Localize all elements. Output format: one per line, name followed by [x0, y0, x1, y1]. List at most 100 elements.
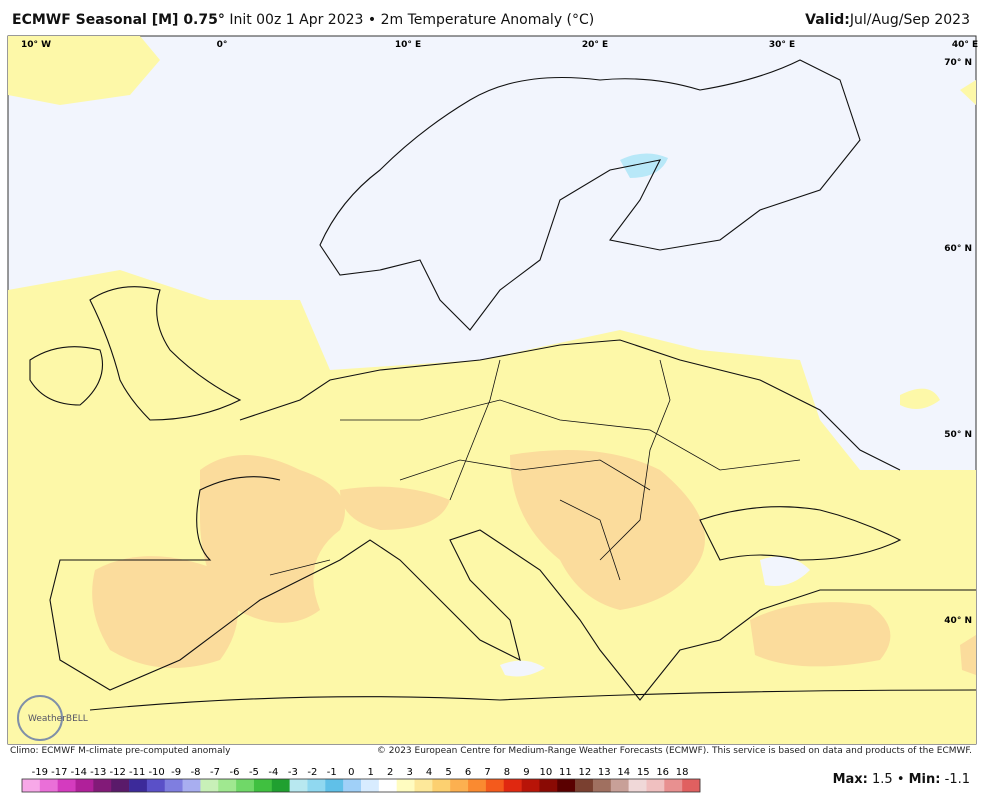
- colorbar-swatch: [468, 779, 487, 792]
- orange-area: [200, 455, 345, 623]
- logo-ring: [17, 695, 63, 741]
- lat-label: 60° N: [944, 244, 972, 254]
- stats: Max: 1.5 • Min: -1.1: [832, 772, 970, 787]
- colorbar-label: 15: [637, 767, 650, 778]
- colorbar-swatch: [539, 779, 558, 792]
- colorbar-label: 14: [617, 767, 630, 778]
- colorbar-swatch: [432, 779, 451, 792]
- title: ECMWF Seasonal [M] 0.75° Init 00z 1 Apr …: [12, 12, 594, 28]
- colorbar-swatch: [485, 779, 505, 792]
- colorbar-swatch: [343, 779, 362, 792]
- anomaly-shading: [8, 36, 976, 744]
- lon-label: 40° E: [952, 40, 978, 50]
- title-rest: Init 00z 1 Apr 2023 • 2m Temperature Ano…: [229, 12, 595, 28]
- colorbar-swatch: [57, 779, 76, 792]
- lon-label: 30° E: [769, 40, 795, 50]
- colorbar-label: -5: [249, 767, 259, 778]
- copyright: © 2023 European Centre for Medium-Range …: [376, 746, 972, 756]
- lon-label: 10° E: [395, 40, 421, 50]
- colorbar-swatch: [271, 779, 290, 792]
- colorbar-label: -12: [110, 767, 126, 778]
- colorbar-label: -9: [171, 767, 181, 778]
- colorbar-swatch: [628, 779, 647, 792]
- colorbar-label: -8: [191, 767, 201, 778]
- colorbar-swatch: [325, 779, 344, 792]
- border: [269, 499, 621, 581]
- colorbar-swatch: [682, 779, 701, 792]
- colorbar-label: 9: [523, 767, 529, 778]
- colorbar-swatch: [75, 779, 94, 792]
- colorbar-swatch: [646, 779, 665, 792]
- colorbar-swatch: [575, 779, 594, 792]
- coastline: [699, 506, 902, 561]
- colorbar-swatch: [218, 779, 237, 792]
- lat-label: 70° N: [944, 58, 972, 68]
- colorbar-swatch: [414, 779, 433, 792]
- yellow-area: [8, 36, 160, 105]
- colorbar-swatch: [396, 779, 415, 792]
- lon-label: 20° E: [582, 40, 608, 50]
- colorbar-swatch: [610, 779, 629, 792]
- colorbar-label: -19: [32, 767, 48, 778]
- orange-area: [510, 450, 705, 610]
- colorbar-swatch: [111, 779, 130, 792]
- border: [599, 359, 671, 561]
- colorbar-label: -4: [268, 767, 278, 778]
- colorbar-label: 1: [368, 767, 374, 778]
- border: [399, 459, 651, 491]
- lon-label: 0°: [217, 40, 228, 50]
- colorbar-swatch: [22, 779, 41, 792]
- colorbar-label: 16: [656, 767, 669, 778]
- colorbar-label: -13: [90, 767, 106, 778]
- colorbar-label: -3: [288, 767, 298, 778]
- colorbar-swatch: [93, 779, 112, 792]
- lat-labels: 70° N 60° N 50° N 40° N: [944, 58, 972, 626]
- colorbar-label: 2: [387, 767, 393, 778]
- orange-area: [340, 486, 450, 530]
- colorbar-label: 11: [559, 767, 572, 778]
- yellow-area: [900, 388, 940, 409]
- border: [449, 359, 501, 501]
- max-value: 1.5: [872, 772, 893, 787]
- colorbar-frame: [21, 778, 701, 793]
- valid: Valid:Jul/Aug/Sep 2023: [805, 12, 970, 28]
- valid-value: Jul/Aug/Sep 2023: [849, 12, 970, 28]
- colorbar-swatch: [129, 779, 148, 792]
- orange-area: [960, 635, 976, 675]
- colorbar-label: 12: [578, 767, 591, 778]
- neutral-area: [500, 660, 545, 677]
- colorbar-swatch: [39, 779, 58, 792]
- colorbar-swatch: [236, 779, 255, 792]
- logo-text: WeatherBELL: [28, 714, 88, 724]
- colorbar-label: -7: [210, 767, 220, 778]
- coastlines: [29, 59, 977, 711]
- colorbar-label: 18: [676, 767, 689, 778]
- max-label: Max:: [832, 772, 868, 787]
- borders: [269, 359, 801, 581]
- colorbar-label: -11: [129, 767, 145, 778]
- coastline: [319, 59, 861, 331]
- colorbar-swatch: [664, 779, 683, 792]
- border: [340, 399, 801, 471]
- colorbar-swatch: [289, 779, 308, 792]
- colorbar-label: -17: [51, 767, 67, 778]
- colorbar-label: -14: [71, 767, 87, 778]
- colorbar-swatch: [503, 779, 522, 792]
- logo: WeatherBELL: [17, 695, 88, 741]
- colorbar-swatch: [521, 779, 540, 792]
- colorbar-swatch: [557, 779, 576, 792]
- min-label: Min:: [908, 772, 941, 787]
- title-bold: ECMWF Seasonal [M] 0.75°: [12, 12, 225, 28]
- colorbar-label: 8: [504, 767, 510, 778]
- coastline: [89, 286, 242, 421]
- colorbar-label: 10: [540, 767, 553, 778]
- coastline: [239, 339, 901, 471]
- colorbar-label: 3: [406, 767, 412, 778]
- colorbar-label: -6: [229, 767, 239, 778]
- colorbar-label: -1: [327, 767, 337, 778]
- colorbar-label: 0: [348, 767, 354, 778]
- yellow-area: [8, 270, 976, 744]
- lon-labels: 10° W 0° 10° E 20° E 30° E 40° E: [21, 40, 978, 50]
- colorbar-label: 4: [426, 767, 432, 778]
